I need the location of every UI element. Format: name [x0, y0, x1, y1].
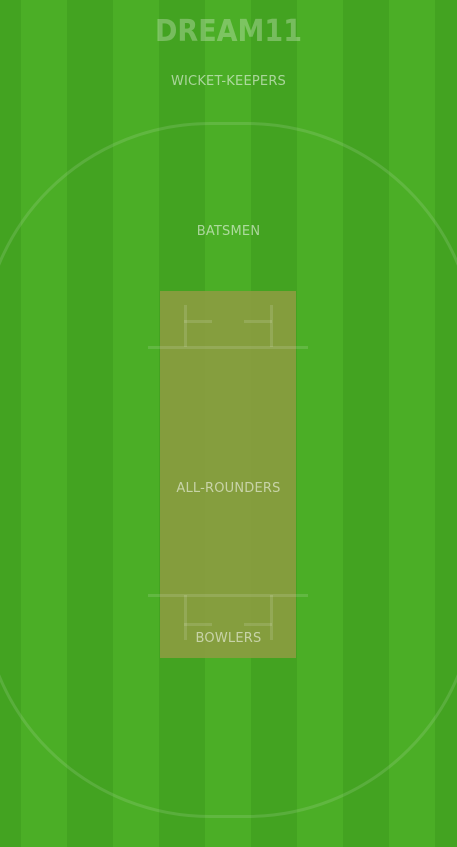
dream11-logo: DREAM11 — [154, 14, 302, 49]
zone-label-batsmen: BATSMEN — [196, 224, 261, 239]
inner-circle-boundary — [0, 122, 457, 818]
bottom-return-crease-left — [184, 595, 187, 640]
zone-label-all-rounders: ALL-ROUNDERS — [176, 481, 281, 496]
pitch — [160, 291, 296, 658]
top-bowling-crease-right — [244, 320, 272, 323]
top-return-crease-right — [270, 305, 273, 347]
bottom-return-crease-right — [270, 595, 273, 640]
bottom-bowling-crease-right — [244, 623, 272, 626]
zone-label-wicket-keepers: WICKET-KEEPERS — [170, 74, 287, 89]
top-bowling-crease-left — [184, 320, 212, 323]
top-popping-crease — [148, 346, 308, 349]
top-return-crease-left — [184, 305, 187, 347]
bottom-bowling-crease-left — [184, 623, 212, 626]
zone-label-bowlers: BOWLERS — [195, 631, 262, 646]
bottom-popping-crease — [148, 594, 308, 597]
